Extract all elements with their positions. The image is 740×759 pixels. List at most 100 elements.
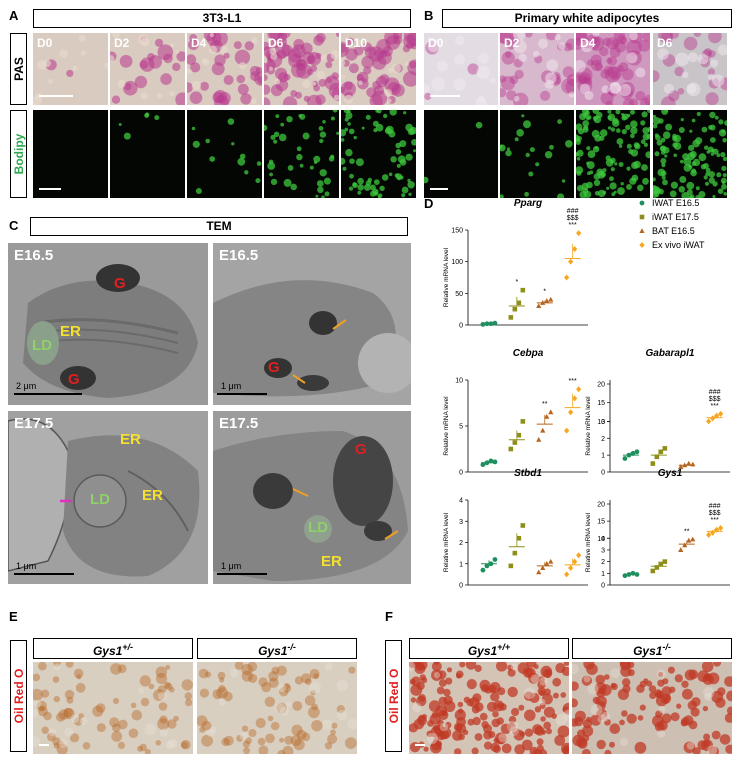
panel-e-label: E bbox=[9, 609, 18, 624]
data-point bbox=[650, 461, 656, 466]
significance-mark: ** bbox=[684, 528, 690, 535]
pas-image-0: D0 bbox=[33, 33, 108, 105]
oil-red-label-box-e: Oil Red O bbox=[10, 640, 27, 752]
legend-marker bbox=[639, 242, 645, 248]
legend-marker bbox=[639, 200, 645, 206]
data-point bbox=[568, 258, 574, 265]
data-point bbox=[548, 558, 554, 564]
day-label: D4 bbox=[580, 36, 596, 50]
data-point bbox=[540, 565, 546, 570]
data-point bbox=[564, 427, 570, 434]
y-tick-label: 1 bbox=[459, 561, 463, 568]
tem-image-1: E16.5 G ER LD G 2 μm bbox=[8, 243, 208, 405]
data-point bbox=[662, 446, 668, 451]
significance-mark: *** bbox=[569, 222, 577, 229]
lipid-droplet-label: LD bbox=[32, 337, 52, 354]
y-tick-label: 2 bbox=[459, 540, 463, 547]
chart-title: Pparg bbox=[514, 198, 542, 209]
data-point bbox=[512, 550, 518, 556]
data-point bbox=[678, 464, 684, 469]
primary-pas-image-0: D0 bbox=[424, 33, 498, 105]
y-tick-label: 5 bbox=[459, 424, 463, 431]
data-point bbox=[548, 409, 554, 415]
y-tick-label: 20 bbox=[597, 382, 605, 389]
y-tick-label: 15 bbox=[597, 400, 605, 407]
y-tick-label: 0 bbox=[601, 583, 605, 590]
data-point bbox=[540, 427, 546, 433]
lipid-droplet-label: LD bbox=[90, 491, 110, 508]
genotype-header: Gys1+/+ bbox=[409, 638, 569, 659]
oil-red-label-box-f: Oil Red O bbox=[385, 640, 402, 752]
data-point bbox=[520, 419, 526, 424]
y-tick-label: 10 bbox=[455, 378, 463, 385]
primary-pas-image-1: D2 bbox=[500, 33, 574, 105]
data-point bbox=[548, 296, 554, 302]
er-label: ER bbox=[120, 431, 141, 448]
data-point bbox=[536, 569, 542, 575]
data-point bbox=[634, 449, 640, 455]
scale-bar bbox=[39, 95, 73, 97]
genotype-header: Gys1+/- bbox=[33, 638, 193, 659]
legend-label: BAT E16.5 bbox=[652, 226, 695, 236]
y-tick-label: 3 bbox=[601, 419, 605, 426]
data-point bbox=[508, 446, 514, 452]
data-point bbox=[520, 287, 526, 293]
data-point bbox=[512, 440, 518, 445]
legend-label: IWAT E16.5 bbox=[652, 198, 699, 208]
data-point bbox=[622, 456, 628, 461]
data-point bbox=[564, 571, 570, 578]
data-point bbox=[544, 414, 550, 419]
legend-label: Ex vivo iWAT bbox=[652, 240, 705, 250]
y-tick-label: 0 bbox=[601, 470, 605, 477]
bodipy-label-box: Bodipy bbox=[10, 110, 27, 198]
data-point bbox=[492, 459, 498, 465]
panel-c-label: C bbox=[9, 218, 19, 233]
data-point bbox=[536, 303, 542, 308]
bodipy-image-1 bbox=[110, 110, 185, 198]
y-tick-label: 100 bbox=[451, 259, 463, 266]
y-tick-label: 20 bbox=[597, 502, 605, 509]
significance-mark: * bbox=[515, 279, 518, 286]
tem-image-4: E17.5 G LD ER 1 μm bbox=[213, 411, 411, 584]
significance-mark: ** bbox=[542, 401, 548, 408]
golgi-label: G bbox=[114, 275, 126, 292]
data-point bbox=[516, 432, 522, 438]
y-tick-label: 0 bbox=[459, 470, 463, 477]
scale-text: 1 μm bbox=[221, 561, 242, 571]
data-point bbox=[682, 542, 688, 548]
data-point bbox=[536, 437, 542, 442]
data-point bbox=[714, 412, 720, 419]
bodipy-image-0 bbox=[33, 110, 108, 198]
data-point bbox=[564, 274, 570, 281]
data-point bbox=[718, 524, 724, 531]
pas-image-3: D6 bbox=[264, 33, 339, 105]
scale-bar bbox=[14, 393, 82, 395]
legend-marker bbox=[639, 228, 645, 233]
data-point bbox=[658, 449, 664, 455]
data-point bbox=[480, 321, 486, 327]
primary-bodipy-image-3 bbox=[653, 110, 727, 198]
y-tick-label: 50 bbox=[455, 291, 463, 298]
data-point bbox=[568, 409, 574, 416]
data-point bbox=[492, 320, 498, 326]
significance-mark: ### bbox=[709, 503, 721, 510]
day-label: D0 bbox=[37, 36, 53, 50]
bodipy-image-3 bbox=[264, 110, 339, 198]
primary-bodipy-image-1 bbox=[500, 110, 574, 198]
data-point bbox=[544, 298, 550, 303]
y-axis-label: Relative mRNA level bbox=[585, 396, 592, 456]
pas-image-4: D10 bbox=[341, 33, 416, 105]
pas-image-2: D4 bbox=[187, 33, 262, 105]
significance-mark: $$$ bbox=[709, 396, 721, 403]
chart-title: Gys1 bbox=[658, 468, 683, 479]
genotype-header: Gys1-/- bbox=[197, 638, 357, 659]
bodipy-row-label: Bodipy bbox=[11, 133, 26, 175]
tem-image-2: E16.5 G 1 μm bbox=[213, 243, 411, 405]
day-label: D0 bbox=[428, 36, 444, 50]
scale-text: 1 μm bbox=[16, 561, 37, 571]
tem-label-2: E16.5 bbox=[219, 247, 259, 264]
golgi-label: G bbox=[268, 359, 280, 376]
oil-red-image-f-1 bbox=[572, 662, 732, 754]
legend-marker bbox=[639, 214, 645, 220]
significance-mark: ### bbox=[709, 389, 721, 396]
